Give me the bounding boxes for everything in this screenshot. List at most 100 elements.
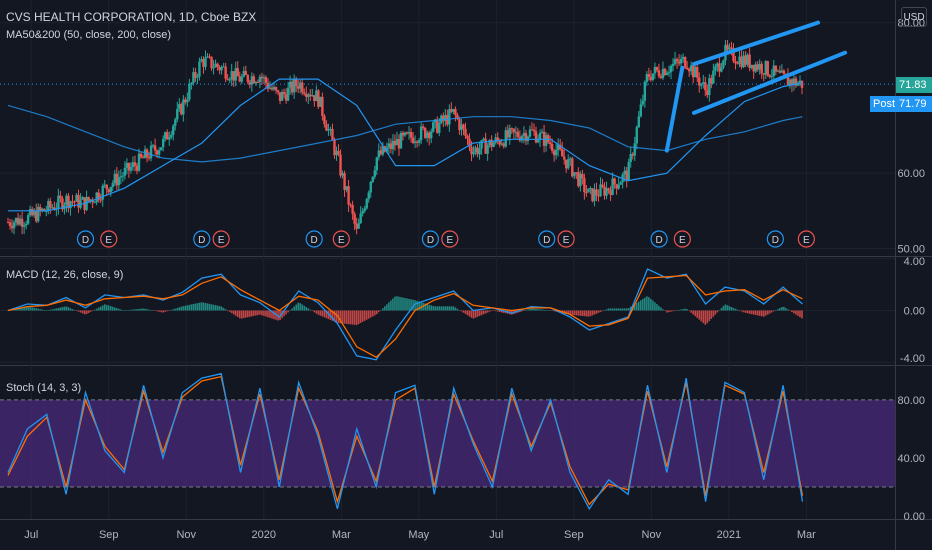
candle-body <box>611 178 614 195</box>
candle-body <box>722 60 725 68</box>
histogram-bar <box>180 306 183 311</box>
histogram-bar <box>676 310 678 311</box>
histogram-bar <box>402 297 404 311</box>
histogram-bar <box>710 310 713 319</box>
candle-body <box>399 132 403 149</box>
candle-body <box>172 125 175 135</box>
candle-body <box>105 184 108 190</box>
candle-body <box>307 94 310 97</box>
histogram-bar <box>591 310 594 316</box>
stoch-indicator-label[interactable]: Stoch (14, 3, 3) <box>6 382 82 394</box>
histogram-bar <box>134 309 136 311</box>
macd-y-tick-label: 4.00 <box>904 256 925 268</box>
histogram-bar <box>87 310 90 313</box>
histogram-bar <box>85 310 88 315</box>
candle-body <box>127 163 131 171</box>
histogram-bar <box>426 304 428 311</box>
candle-body <box>262 77 266 79</box>
histogram-bar <box>15 308 17 311</box>
candle-body <box>125 163 129 168</box>
histogram-bar <box>527 309 529 311</box>
candle-body <box>504 130 507 147</box>
histogram-bar <box>436 306 439 311</box>
candle-body <box>109 186 112 193</box>
candle-body <box>427 132 431 139</box>
candle-body <box>696 67 699 78</box>
macd-indicator-label[interactable]: MACD (12, 26, close, 9) <box>6 269 124 281</box>
candle-body <box>476 147 479 155</box>
histogram-bar <box>478 310 481 317</box>
candle-body <box>613 178 616 185</box>
candle-body <box>498 140 501 145</box>
candle-body <box>260 76 264 79</box>
histogram-bar <box>150 310 152 311</box>
earnings-marker-label: E <box>803 235 810 246</box>
candle-body <box>700 83 703 86</box>
candle-body <box>349 204 352 206</box>
candle-body <box>704 82 707 91</box>
x-tick-label: May <box>408 529 429 541</box>
histogram-bar <box>45 310 48 311</box>
stoch-d-line <box>7 375 804 506</box>
dividend-marker-label: D <box>311 235 318 246</box>
histogram-bar <box>539 309 541 311</box>
candle-body <box>121 175 125 177</box>
histogram-bar <box>440 306 443 311</box>
candle-body <box>651 73 655 81</box>
histogram-bar <box>136 309 138 311</box>
histogram-bar <box>355 310 358 326</box>
chart-title: CVS HEALTH CORPORATION, 1D, Cboe BZX <box>6 10 257 24</box>
last-price-tag: 71.83 <box>896 77 932 93</box>
candle-body <box>163 132 167 139</box>
candle-body <box>552 150 556 156</box>
histogram-bar <box>619 308 622 311</box>
candle-body <box>798 80 802 84</box>
histogram-bar <box>242 310 245 319</box>
candle-body <box>131 162 135 168</box>
candle-body <box>710 78 713 84</box>
histogram-bar <box>500 310 503 313</box>
candle-body <box>184 99 187 103</box>
candle-body <box>661 68 665 79</box>
currency-badge[interactable]: USD <box>901 7 927 27</box>
y-tick-label: 50.00 <box>897 243 925 255</box>
candle-body <box>216 63 219 67</box>
histogram-bar <box>216 305 219 311</box>
histogram-bar <box>363 310 366 321</box>
histogram-bar <box>386 304 388 311</box>
candle-body <box>448 109 451 125</box>
histogram-bar <box>623 308 626 311</box>
histogram-bar <box>462 310 465 313</box>
histogram-bar <box>373 310 376 316</box>
candle-body <box>502 143 505 147</box>
histogram-bar <box>686 309 688 311</box>
histogram-bar <box>97 307 100 311</box>
candle-body <box>554 149 558 156</box>
histogram-bar <box>783 306 785 311</box>
earnings-marker-label: E <box>338 235 345 246</box>
histogram-bar <box>71 309 74 311</box>
candle-body <box>567 159 570 169</box>
histogram-bar <box>398 296 400 311</box>
candle-body <box>244 70 248 76</box>
histogram-bar <box>222 307 225 311</box>
candle-body <box>202 59 205 67</box>
histogram-bar <box>118 308 120 311</box>
candle-body <box>601 184 604 187</box>
candle-body <box>766 61 769 76</box>
candle-body <box>657 70 661 77</box>
candle-body <box>534 131 538 143</box>
macd-y-tick-label: 0.00 <box>904 306 925 318</box>
histogram-bar <box>295 304 297 311</box>
candle-body <box>790 79 794 86</box>
candle-body <box>480 140 483 149</box>
ma-indicator-label[interactable]: MA50&200 (50, close, 200, close) <box>6 29 172 41</box>
candle-body <box>343 173 346 190</box>
candle-body <box>482 138 485 141</box>
histogram-bar <box>414 300 416 311</box>
candle-body <box>139 153 143 158</box>
candle-body <box>339 154 342 176</box>
histogram-bar <box>573 310 576 316</box>
candle-body <box>210 56 213 69</box>
